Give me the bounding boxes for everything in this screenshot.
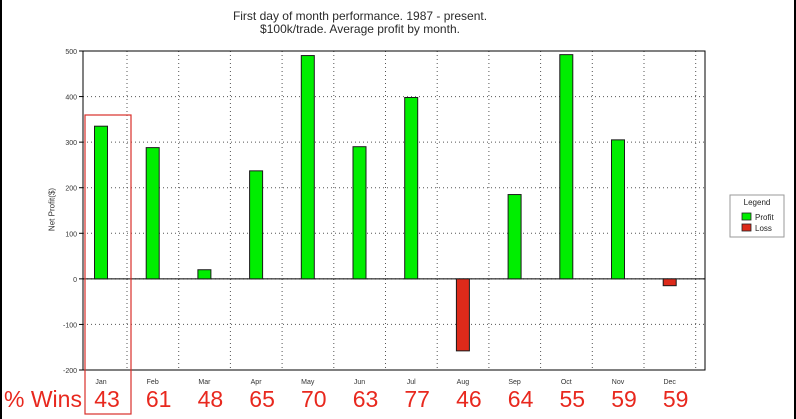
wins-value-dec: 59 (662, 386, 689, 412)
bar-may (300, 55, 315, 280)
y-tick-label: 300 (65, 140, 77, 147)
bar-jun (352, 146, 367, 280)
legend-label-loss: Loss (755, 224, 772, 233)
y-tick-label: -100 (63, 322, 77, 329)
chart-title: First day of month performance. 1987 - p… (232, 9, 488, 23)
chart-subtitle: $100k/trade. Average profit by month. (260, 22, 460, 36)
x-tick-label-dec: Dec (663, 379, 676, 386)
x-tick-label-nov: Nov (612, 379, 625, 386)
legend-label-profit: Profit (755, 213, 774, 222)
wins-value-mar: 48 (197, 386, 224, 412)
x-tick-label-jan: Jan (95, 379, 106, 386)
x-tick-label-aug: Aug (457, 379, 470, 386)
bar-nov (611, 139, 625, 280)
bar-sep (507, 194, 522, 280)
legend-swatch-loss (741, 223, 752, 232)
plot-border (82, 50, 706, 371)
bar-mar (197, 269, 212, 280)
bar-dec (662, 278, 677, 287)
y-tick-label: 100 (65, 231, 77, 238)
x-tick-label-oct: Oct (561, 379, 572, 386)
y-tick-label: 500 (65, 49, 77, 56)
x-tick-label-mar: Mar (198, 379, 211, 386)
bar-jan (94, 125, 108, 280)
wins-value-sep: 64 (507, 386, 534, 412)
highlight-box (84, 114, 132, 415)
wins-value-jul: 77 (404, 386, 430, 412)
x-tick-label-jun: Jun (354, 379, 365, 386)
bar-aug (455, 278, 470, 352)
wins-value-apr: 65 (249, 386, 275, 412)
bar-oct (559, 54, 574, 280)
legend: Legend Profit Loss (729, 194, 785, 238)
legend-box (729, 194, 785, 238)
y-tick-label: -200 (63, 368, 77, 375)
wins-value-feb: 61 (145, 386, 172, 412)
y-tick-label: 400 (65, 95, 77, 102)
y-tick-label: 200 (65, 186, 77, 193)
bar-feb (145, 147, 160, 280)
wins-value-nov: 59 (611, 386, 637, 412)
bar-apr (249, 170, 264, 280)
wins-value-jun: 63 (352, 386, 379, 412)
x-tick-label-jul: Jul (407, 379, 416, 386)
wins-label: % Wins (4, 386, 82, 412)
wins-value-oct: 55 (559, 386, 586, 412)
legend-title: Legend (744, 198, 771, 207)
wins-value-jan: 43 (94, 386, 120, 412)
bar-jul (404, 96, 419, 280)
x-tick-label-sep: Sep (508, 379, 521, 386)
y-axis-label: Net Profit($) (47, 187, 57, 232)
x-tick-label-may: May (301, 379, 315, 386)
y-tick-label: 0 (73, 277, 77, 284)
legend-swatch-profit (741, 212, 752, 221)
wins-value-may: 70 (301, 386, 327, 412)
wins-value-aug: 46 (456, 386, 482, 412)
x-tick-label-apr: Apr (251, 379, 263, 386)
x-tick-label-feb: Feb (147, 379, 159, 386)
